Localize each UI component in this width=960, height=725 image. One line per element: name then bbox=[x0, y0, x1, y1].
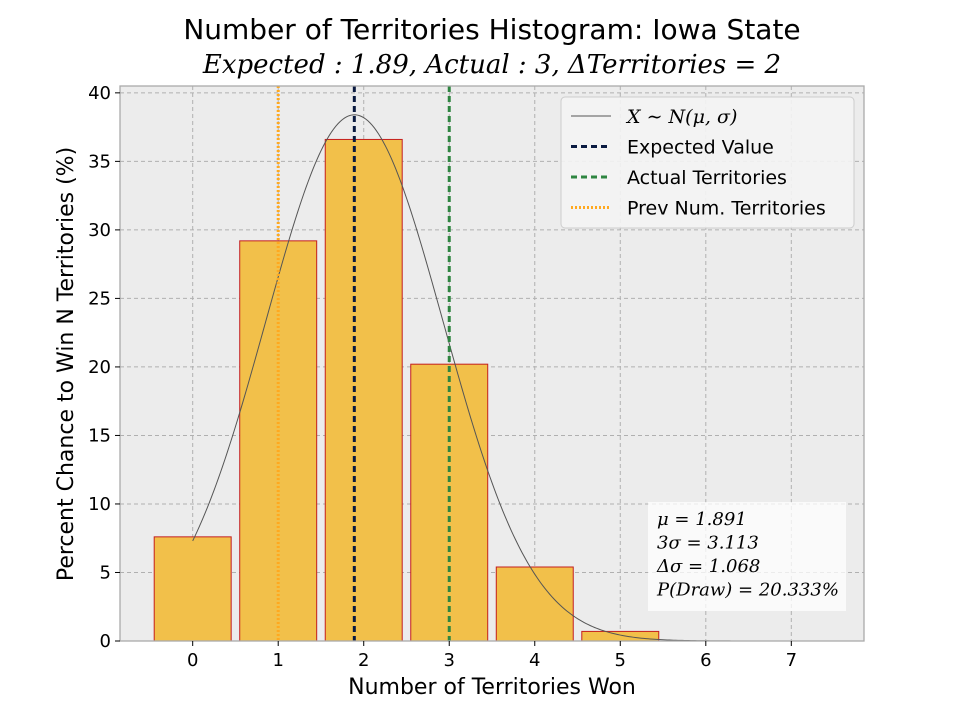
reference-lines bbox=[276, 86, 451, 641]
x-tick-label-1: 1 bbox=[272, 650, 283, 671]
axis-ticks: 0 1 2 3 4 5 6 7 0 5 10 15 20 25 30 35 40 bbox=[88, 83, 797, 671]
x-tick-label-2: 2 bbox=[358, 650, 369, 671]
legend-label-1: Expected Value bbox=[627, 137, 774, 159]
y-tick-label-0: 0 bbox=[100, 631, 111, 652]
x-tick-label-6: 6 bbox=[700, 650, 711, 671]
x-tick-label-7: 7 bbox=[786, 650, 797, 671]
bar-5 bbox=[581, 630, 660, 642]
legend-label-2: Actual Territories bbox=[627, 167, 787, 189]
y-tick-label-5: 25 bbox=[88, 288, 111, 309]
x-tick-label-5: 5 bbox=[615, 650, 626, 671]
stats-line-1: 3σ = 3.113 bbox=[657, 533, 759, 554]
stats-line-3: P(Draw) = 20.333% bbox=[656, 580, 839, 601]
y-tick-label-1: 5 bbox=[100, 562, 111, 583]
stats-line-0: μ = 1.891 bbox=[657, 509, 747, 530]
legend-label-3: Prev Num. Territories bbox=[627, 198, 826, 220]
bar-1 bbox=[239, 240, 318, 642]
legend-box bbox=[560, 96, 855, 229]
y-axis-label: Percent Chance to Win N Territories (%) bbox=[54, 147, 79, 581]
stats-line-2: Δσ = 1.068 bbox=[656, 556, 760, 577]
y-tick-label-8: 40 bbox=[88, 83, 111, 104]
x-tick-label-0: 0 bbox=[187, 650, 198, 671]
stats-box-bg bbox=[648, 502, 846, 611]
plot-frame bbox=[119, 85, 865, 642]
bar-4 bbox=[495, 566, 574, 642]
x-tick-label-4: 4 bbox=[529, 650, 540, 671]
y-tick-label-7: 35 bbox=[88, 151, 111, 172]
bar-2 bbox=[324, 138, 403, 642]
x-axis-label: Number of Territories Won bbox=[348, 675, 636, 700]
y-tick-label-6: 30 bbox=[88, 220, 111, 241]
y-tick-label-2: 10 bbox=[88, 494, 111, 515]
legend: X ∼ N(μ, σ) Expected Value Actual Territor… bbox=[560, 96, 855, 229]
chart-title: Number of Territories Histogram: Iowa St… bbox=[183, 13, 800, 46]
bar-0 bbox=[153, 536, 232, 642]
y-tick-label-4: 20 bbox=[88, 357, 111, 378]
legend-label-0: X ∼ N(μ, σ) bbox=[625, 106, 737, 128]
chart-subtitle: Expected : 1.89, Actual : 3, ΔTerritorie… bbox=[202, 50, 781, 80]
x-tick-label-3: 3 bbox=[444, 650, 455, 671]
y-tick-label-3: 15 bbox=[88, 425, 111, 446]
